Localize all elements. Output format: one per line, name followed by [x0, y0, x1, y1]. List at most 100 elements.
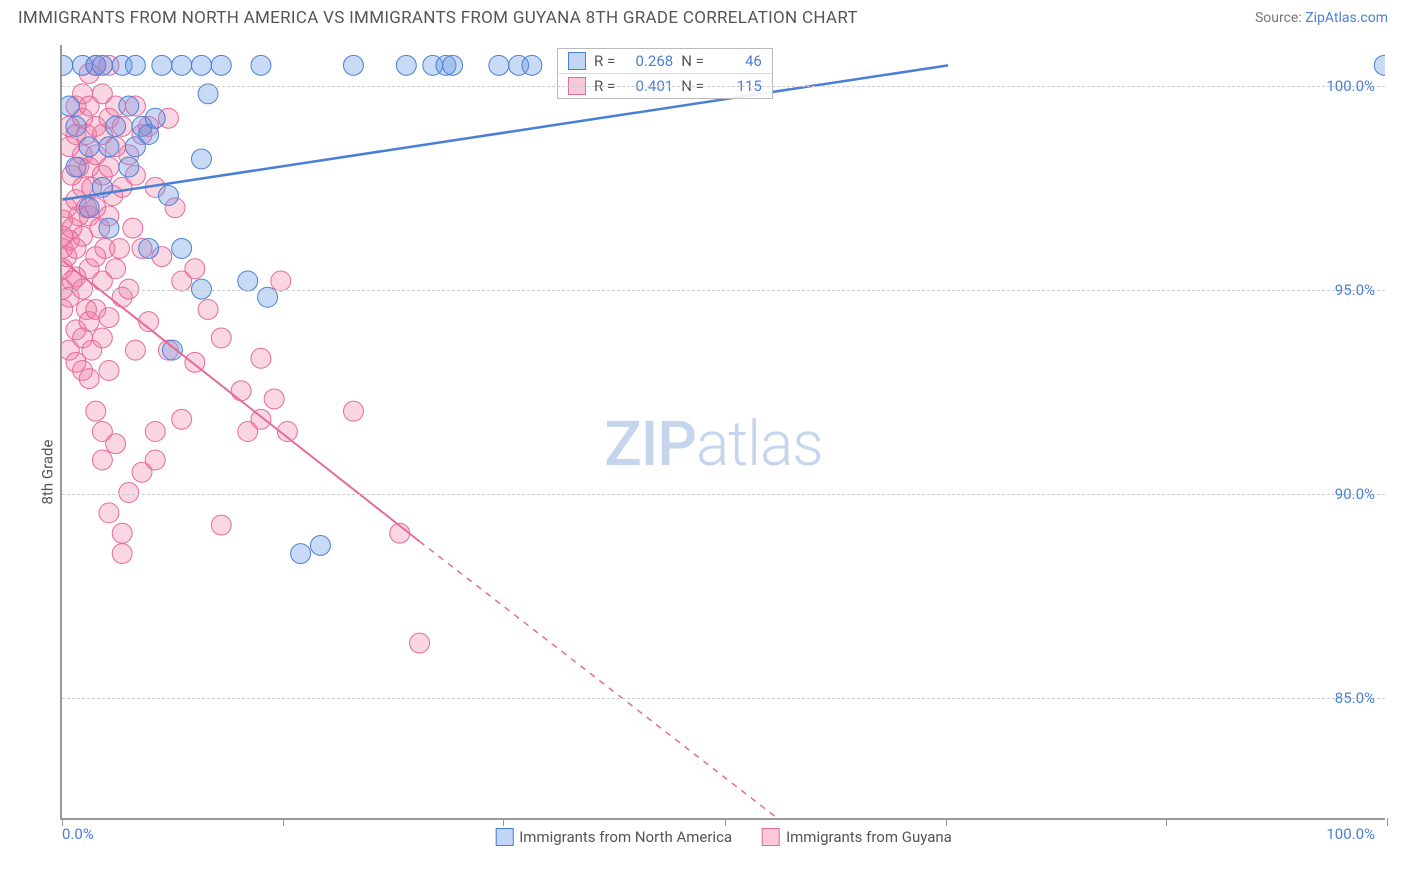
scatter-point-blue — [198, 84, 218, 104]
chart-title: IMMIGRANTS FROM NORTH AMERICA VS IMMIGRA… — [18, 8, 858, 28]
gridline — [62, 86, 1385, 87]
scatter-point-pink — [172, 409, 192, 429]
ytick-label: 90.0% — [1335, 485, 1375, 503]
source-label: Source: — [1255, 10, 1302, 26]
xtick-mark — [1166, 818, 1167, 826]
scatter-point-blue — [343, 55, 363, 75]
xtick-mark — [946, 818, 947, 826]
scatter-point-pink — [145, 450, 165, 470]
scatter-point-pink — [211, 328, 231, 348]
gridline — [62, 698, 1385, 699]
scatter-point-pink — [112, 523, 132, 543]
xtick-mark — [283, 818, 284, 826]
scatter-point-blue — [522, 55, 542, 75]
scatter-point-pink — [92, 328, 112, 348]
r-value-blue: 0.268 — [623, 52, 673, 70]
scatter-point-pink — [106, 434, 126, 454]
scatter-point-blue — [119, 157, 139, 177]
scatter-point-pink — [125, 340, 145, 360]
scatter-point-pink — [92, 450, 112, 470]
scatter-point-pink — [79, 369, 99, 389]
scatter-point-pink — [185, 259, 205, 279]
scatter-point-blue — [145, 108, 165, 128]
scatter-point-blue — [79, 137, 99, 157]
scatter-point-blue — [62, 96, 79, 116]
scatter-point-pink — [112, 544, 132, 564]
scatter-point-pink — [264, 389, 284, 409]
scatter-plot-svg — [62, 45, 1385, 818]
scatter-point-blue — [172, 55, 192, 75]
scatter-point-pink — [119, 483, 139, 503]
scatter-point-pink — [99, 308, 119, 328]
scatter-point-blue — [238, 271, 258, 291]
xtick-label-left: 0.0% — [62, 825, 94, 843]
scatter-point-pink — [86, 401, 106, 421]
scatter-point-blue — [99, 218, 119, 238]
legend-label-blue: Immigrants from North America — [519, 828, 732, 846]
plot-area: ZIPatlas R = 0.268 N = 46 R = -0.401 N =… — [60, 45, 1385, 820]
gridline — [62, 290, 1385, 291]
scatter-point-blue — [92, 55, 112, 75]
scatter-point-pink — [211, 515, 231, 535]
series-legend: Immigrants from North America Immigrants… — [495, 828, 952, 846]
trendline-pink — [63, 261, 420, 542]
swatch-blue-icon — [495, 828, 513, 846]
trendline-pink-ext — [420, 541, 909, 818]
scatter-point-blue — [192, 55, 212, 75]
legend-label-pink: Immigrants from Guyana — [786, 828, 952, 846]
scatter-point-blue — [192, 149, 212, 169]
n-label: N = — [681, 52, 704, 70]
legend-row-blue: R = 0.268 N = 46 — [558, 49, 772, 73]
scatter-point-pink — [145, 422, 165, 442]
scatter-point-pink — [99, 503, 119, 523]
scatter-point-blue — [66, 116, 86, 136]
gridline — [62, 494, 1385, 495]
scatter-point-blue — [211, 55, 231, 75]
chart-container: 8th Grade ZIPatlas R = 0.268 N = 46 R = … — [45, 45, 1385, 880]
y-axis-label: 8th Grade — [38, 439, 56, 504]
correlation-legend: R = 0.268 N = 46 R = -0.401 N = 115 — [557, 48, 773, 99]
scatter-point-blue — [251, 55, 271, 75]
scatter-point-blue — [79, 198, 99, 218]
xtick-label-right: 100.0% — [1326, 825, 1375, 843]
scatter-point-pink — [123, 218, 143, 238]
legend-item-blue: Immigrants from North America — [495, 828, 732, 846]
scatter-point-blue — [106, 116, 126, 136]
scatter-point-blue — [1374, 55, 1385, 75]
header: IMMIGRANTS FROM NORTH AMERICA VS IMMIGRA… — [0, 0, 1406, 34]
n-value-blue: 46 — [712, 52, 762, 70]
swatch-blue-icon — [568, 52, 586, 70]
scatter-point-blue — [291, 544, 311, 564]
scatter-point-pink — [231, 381, 251, 401]
scatter-point-blue — [310, 535, 330, 555]
scatter-point-pink — [110, 238, 130, 258]
ytick-label: 100.0% — [1326, 77, 1375, 95]
scatter-point-blue — [158, 186, 178, 206]
xtick-mark — [503, 818, 504, 826]
scatter-point-pink — [99, 157, 119, 177]
xtick-mark — [1387, 818, 1388, 826]
scatter-point-blue — [125, 55, 145, 75]
scatter-point-pink — [410, 633, 430, 653]
scatter-point-pink — [271, 271, 291, 291]
scatter-point-blue — [99, 137, 119, 157]
source-link[interactable]: ZipAtlas.com — [1305, 10, 1388, 26]
scatter-point-blue — [172, 238, 192, 258]
swatch-pink-icon — [762, 828, 780, 846]
scatter-point-blue — [396, 55, 416, 75]
legend-item-pink: Immigrants from Guyana — [762, 828, 952, 846]
scatter-point-blue — [119, 96, 139, 116]
scatter-point-pink — [106, 259, 126, 279]
scatter-point-blue — [489, 55, 509, 75]
scatter-point-pink — [251, 348, 271, 368]
scatter-point-pink — [99, 360, 119, 380]
source-attribution: Source: ZipAtlas.com — [1255, 10, 1388, 26]
scatter-point-blue — [162, 340, 182, 360]
scatter-point-blue — [62, 55, 73, 75]
scatter-point-blue — [139, 238, 159, 258]
scatter-point-blue — [443, 55, 463, 75]
xtick-mark — [725, 818, 726, 826]
scatter-point-pink — [198, 299, 218, 319]
scatter-point-blue — [66, 157, 86, 177]
ytick-label: 95.0% — [1335, 281, 1375, 299]
